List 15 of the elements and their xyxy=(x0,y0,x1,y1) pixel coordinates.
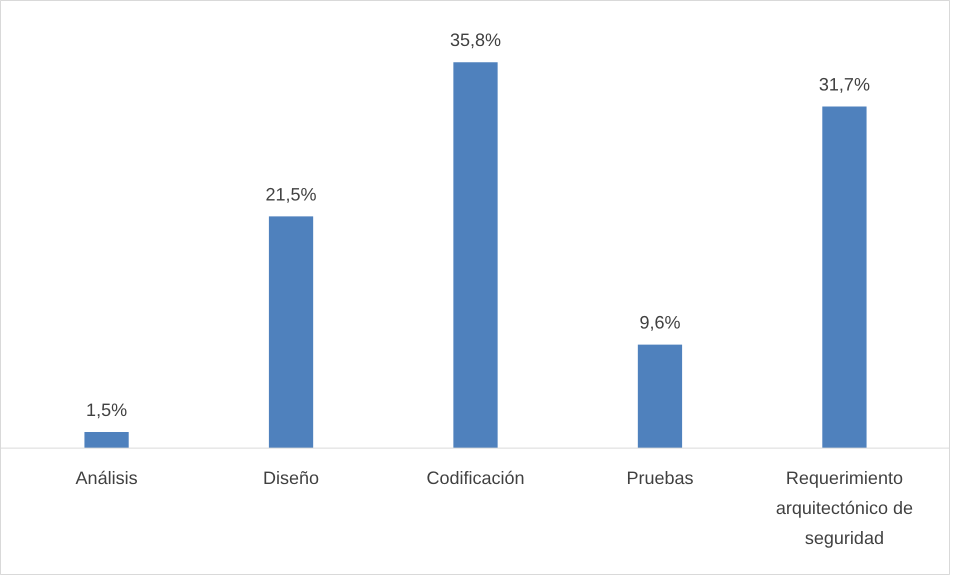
data-label: 1,5% xyxy=(86,400,128,420)
x-tick-label: Diseño xyxy=(263,468,320,488)
bar xyxy=(84,432,129,448)
data-label: 21,5% xyxy=(266,184,317,204)
data-label: 31,7% xyxy=(818,74,870,94)
bar xyxy=(822,106,867,448)
x-tick-label: Codificación xyxy=(426,468,525,488)
data-label: 9,6% xyxy=(639,312,680,333)
bar xyxy=(638,344,682,448)
x-tick-label: Análisis xyxy=(76,468,138,488)
x-tick-label: Pruebas xyxy=(626,468,694,488)
data-label: 35,8% xyxy=(450,30,502,50)
bar xyxy=(453,62,498,448)
x-tick-label: Requerimiento arquitectónico de seguridad xyxy=(776,468,913,548)
bar xyxy=(268,216,314,448)
